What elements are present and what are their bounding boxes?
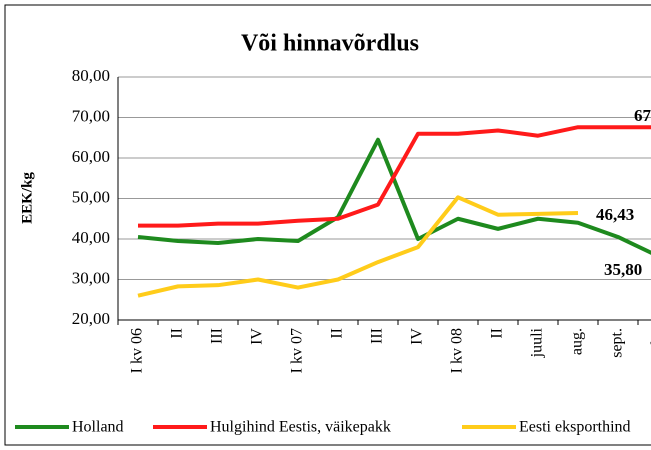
x-tick-label: okt. [649, 328, 651, 352]
x-tick-label: II [489, 328, 506, 339]
legend-label: Holland [72, 419, 124, 436]
legend-label: Eesti eksporthind [519, 419, 631, 436]
x-tick-label: III [369, 328, 386, 344]
y-tick-label: 20,00 [72, 309, 110, 328]
y-tick-label: 70,00 [72, 106, 110, 125]
x-tick-label: aug. [569, 328, 586, 355]
y-tick-label: 60,00 [72, 147, 110, 166]
y-tick-label: 50,00 [72, 187, 110, 206]
y-tick-label: 40,00 [72, 228, 110, 247]
chart-title: Või hinnavõrdlus [241, 31, 419, 57]
series-line [138, 125, 651, 228]
data-label: 67,60 [634, 106, 651, 125]
x-tick-label: sept. [609, 328, 626, 358]
x-tick-label: IV [249, 328, 266, 345]
series-line [137, 137, 651, 255]
y-tick-label: 30,00 [72, 268, 110, 287]
x-tick-label: I kv 06 [129, 328, 146, 373]
data-label: 46,43 [596, 205, 634, 224]
x-tick-label: IV [409, 328, 426, 345]
x-tick-label: II [329, 328, 346, 339]
y-axis-label: EEK/kg [19, 172, 35, 224]
legend-label: Hulgihind Eestis, väikepakk [210, 419, 391, 436]
y-tick-label: 80,00 [72, 66, 110, 85]
x-tick-label: juuli [529, 327, 546, 358]
x-tick-label: III [209, 328, 226, 344]
data-label: 35,80 [604, 260, 642, 279]
x-tick-label: I kv 07 [289, 328, 306, 373]
series-line [137, 195, 579, 298]
x-tick-label: I kv 08 [449, 328, 466, 373]
x-tick-label: II [169, 328, 186, 339]
